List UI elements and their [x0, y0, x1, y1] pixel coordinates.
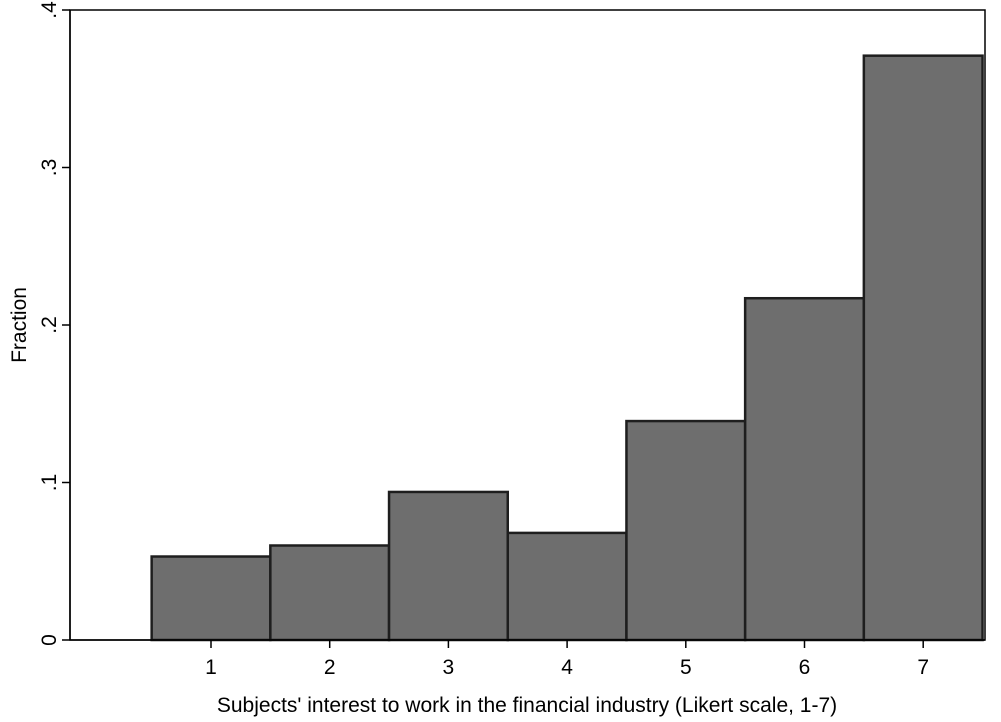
y-tick-label-2: .2 — [38, 316, 61, 334]
bar-4 — [506, 531, 628, 642]
x-axis: 1 2 3 4 5 6 7 — [70, 639, 985, 679]
x-tick-label-2: 2 — [324, 656, 336, 679]
y-axis: 0 .1 .2 .3 .4 — [38, 1, 71, 646]
x-tick-label-4: 4 — [561, 656, 573, 679]
bar-7 — [862, 54, 984, 642]
y-tick-label-0: 0 — [38, 634, 61, 646]
bar-3 — [387, 490, 509, 642]
y-tick-label-1: .1 — [38, 474, 61, 492]
y-tick-label-3: .3 — [38, 159, 61, 177]
x-axis-title: Subjects' interest to work in the financ… — [217, 694, 837, 717]
y-axis-title: Fraction — [8, 287, 31, 363]
x-tick-label-6: 6 — [799, 656, 811, 679]
x-tick-label-1: 1 — [205, 656, 217, 679]
bar-1 — [150, 555, 272, 642]
x-tick-label-5: 5 — [680, 656, 692, 679]
bar-6 — [743, 296, 866, 642]
bar-5 — [625, 419, 747, 642]
x-tick-label-3: 3 — [443, 656, 455, 679]
bars-group — [150, 54, 984, 642]
y-tick-label-4: .4 — [38, 1, 61, 19]
x-tick-label-7: 7 — [917, 656, 929, 679]
bar-2 — [269, 544, 391, 642]
